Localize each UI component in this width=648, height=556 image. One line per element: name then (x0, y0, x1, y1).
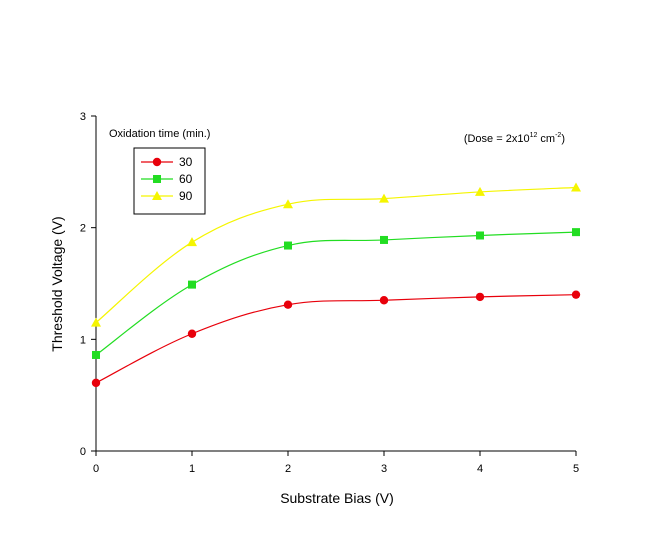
data-point-90-5 (571, 182, 581, 192)
y-axis-label: Threshold Voltage (V) (49, 216, 65, 351)
legend-label-30: 30 (179, 155, 193, 169)
data-point-90-2 (283, 199, 293, 209)
series-90 (91, 182, 581, 327)
data-point-60-2 (284, 241, 292, 250)
legend-title: Oxidation time (min.) (109, 128, 210, 140)
data-point-60-4 (476, 231, 484, 240)
legend-label-90: 90 (179, 189, 193, 203)
dose-annotation: (Dose = 2x1012 cm-2) (464, 132, 565, 145)
x-tick-label: 4 (477, 463, 483, 475)
data-point-30-2 (283, 300, 293, 309)
series-layer (91, 182, 581, 388)
data-point-60-3 (380, 235, 388, 244)
legend-box (133, 147, 206, 215)
series-60 (92, 228, 580, 359)
dose-prefix: (Dose = 2x10 (464, 133, 530, 145)
x-tick-label: 1 (189, 463, 195, 475)
data-point-90-1 (187, 237, 197, 247)
data-point-90-3 (379, 193, 389, 203)
y-tick-label: 2 (80, 223, 86, 235)
data-point-60-0 (92, 350, 100, 359)
data-point-60-1 (188, 280, 196, 289)
y-tick-label: 0 (80, 446, 86, 458)
data-point-90-4 (475, 186, 485, 196)
data-point-30-1 (187, 329, 197, 338)
dose-unit-exponent: -2 (555, 132, 561, 139)
data-point-30-5 (571, 290, 581, 299)
legend-marker-30 (152, 157, 162, 167)
data-point-30-4 (475, 292, 485, 302)
x-axis-label: Substrate Bias (V) (280, 490, 394, 506)
legend-marker-90 (152, 191, 162, 200)
series-line-30 (95, 294, 577, 384)
legend-item-60: 60 (141, 172, 193, 186)
series-line-90 (95, 186, 577, 324)
legend-item-90: 90 (141, 189, 193, 203)
data-point-60-5 (572, 228, 580, 237)
data-point-30-3 (379, 296, 389, 305)
legend: 30 60 90 (133, 147, 206, 215)
x-tick-label: 5 (573, 463, 579, 475)
legend-item-30: 30 (141, 155, 193, 169)
x-tick-label: 3 (381, 463, 387, 475)
series-30 (91, 290, 581, 388)
y-tick-label: 3 (80, 111, 86, 123)
legend-marker-60 (153, 175, 161, 183)
data-point-30-0 (91, 378, 101, 388)
dose-exponent: 12 (530, 132, 538, 139)
data-point-90-0 (91, 317, 101, 327)
dose-unit: cm (537, 133, 555, 145)
x-tick-label: 2 (285, 463, 291, 475)
dose-suffix: ) (561, 133, 565, 145)
legend-label-60: 60 (179, 172, 193, 186)
y-tick-label: 1 (80, 334, 86, 346)
series-line-60 (95, 231, 577, 356)
x-tick-label: 0 (93, 463, 99, 475)
